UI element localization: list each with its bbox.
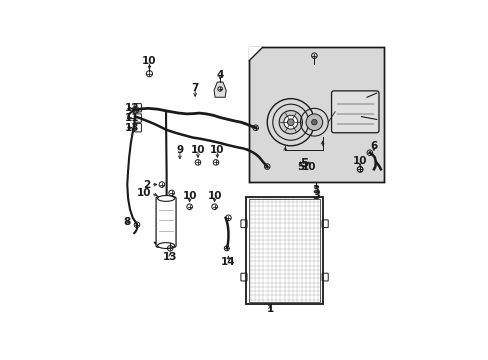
Circle shape	[305, 114, 322, 131]
Text: 13: 13	[163, 252, 177, 262]
Polygon shape	[214, 82, 226, 97]
Circle shape	[279, 111, 302, 134]
Text: 10: 10	[207, 191, 222, 201]
Text: 2: 2	[143, 180, 150, 190]
Text: 10: 10	[301, 162, 315, 172]
Ellipse shape	[157, 195, 174, 201]
Ellipse shape	[157, 243, 174, 248]
Text: 7: 7	[191, 82, 199, 93]
Text: 13: 13	[124, 123, 139, 133]
Text: 14: 14	[221, 257, 235, 267]
Text: 6: 6	[369, 141, 377, 151]
Text: 12: 12	[124, 103, 139, 113]
Circle shape	[284, 115, 297, 129]
Circle shape	[287, 119, 293, 126]
Text: 9: 9	[176, 145, 183, 155]
Text: 5: 5	[300, 157, 308, 170]
Text: 3: 3	[311, 189, 319, 202]
Text: 5: 5	[296, 162, 304, 172]
Bar	[248, 199, 320, 302]
FancyBboxPatch shape	[156, 197, 176, 247]
FancyBboxPatch shape	[331, 91, 378, 133]
Circle shape	[311, 120, 317, 125]
Text: 4: 4	[216, 70, 224, 80]
Text: 8: 8	[123, 217, 130, 227]
Text: 10: 10	[142, 56, 156, 66]
Polygon shape	[249, 48, 262, 61]
Bar	[249, 48, 383, 182]
Text: 10: 10	[190, 145, 205, 155]
Text: 1: 1	[266, 304, 273, 314]
Text: 11: 11	[124, 113, 139, 123]
Text: 10: 10	[210, 145, 224, 155]
Bar	[246, 197, 322, 304]
Text: 10: 10	[352, 156, 366, 166]
Text: 10: 10	[136, 188, 150, 198]
Text: 10: 10	[182, 191, 197, 201]
Text: 3: 3	[311, 185, 319, 195]
